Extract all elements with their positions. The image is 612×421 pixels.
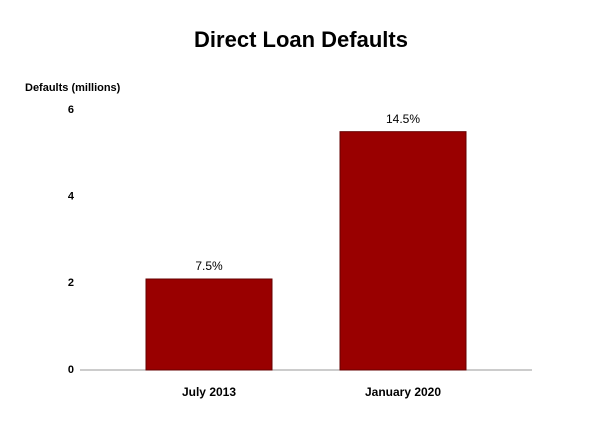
bar-annotation: 7.5% (195, 259, 223, 273)
y-tick-label: 0 (68, 364, 74, 376)
y-tick-label: 4 (68, 191, 75, 203)
chart-title: Direct Loan Defaults (194, 27, 408, 52)
bar (145, 278, 273, 371)
y-axis-title: Defaults (millions) (25, 82, 121, 94)
bar-annotation: 14.5% (386, 112, 420, 126)
x-tick-label: July 2013 (182, 385, 236, 399)
x-tick-label: January 2020 (365, 385, 441, 399)
bar (339, 131, 467, 371)
y-tick-label: 6 (68, 104, 74, 116)
y-tick-label: 2 (68, 277, 74, 289)
